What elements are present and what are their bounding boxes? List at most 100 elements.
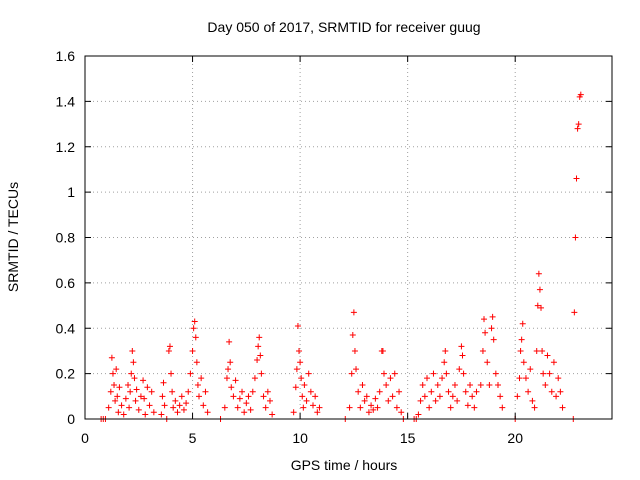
x-tick-label: 10 bbox=[292, 430, 308, 446]
data-point bbox=[133, 386, 140, 393]
data-point bbox=[391, 370, 398, 377]
data-point bbox=[533, 347, 540, 354]
data-point bbox=[494, 381, 501, 388]
data-point bbox=[365, 409, 372, 416]
data-point bbox=[349, 332, 356, 339]
data-point bbox=[258, 370, 265, 377]
x-axis-label: GPS time / hours bbox=[291, 457, 398, 473]
data-point bbox=[393, 404, 400, 411]
data-point bbox=[518, 336, 525, 343]
data-point bbox=[159, 393, 166, 400]
data-point bbox=[535, 270, 542, 277]
y-tick-label: 1.4 bbox=[56, 93, 76, 109]
data-point bbox=[130, 359, 137, 366]
data-point bbox=[158, 411, 165, 418]
data-point bbox=[140, 377, 147, 384]
data-point bbox=[529, 397, 536, 404]
data-point bbox=[221, 404, 228, 411]
data-point bbox=[135, 406, 142, 413]
data-point bbox=[293, 366, 300, 373]
data-point bbox=[462, 388, 469, 395]
data-point bbox=[113, 366, 120, 373]
data-point bbox=[251, 375, 258, 382]
data-point bbox=[451, 381, 458, 388]
data-point bbox=[300, 404, 307, 411]
data-point bbox=[170, 404, 177, 411]
data-point bbox=[137, 393, 144, 400]
data-point bbox=[514, 393, 521, 400]
data-point bbox=[269, 411, 276, 418]
data-point bbox=[522, 375, 529, 382]
data-point bbox=[428, 388, 435, 395]
data-point bbox=[421, 393, 428, 400]
data-point bbox=[572, 234, 579, 241]
data-point bbox=[477, 381, 484, 388]
data-point bbox=[196, 393, 203, 400]
data-point bbox=[372, 395, 379, 402]
data-point bbox=[387, 375, 394, 382]
data-point bbox=[396, 388, 403, 395]
data-point bbox=[557, 388, 564, 395]
data-point bbox=[310, 402, 317, 409]
y-tick-label: 0.8 bbox=[56, 230, 76, 246]
data-point bbox=[114, 393, 121, 400]
data-point bbox=[443, 370, 450, 377]
data-point bbox=[126, 404, 133, 411]
data-point bbox=[299, 393, 306, 400]
data-point bbox=[488, 325, 495, 332]
data-point bbox=[348, 370, 355, 377]
data-point bbox=[355, 388, 362, 395]
data-point bbox=[191, 318, 198, 325]
data-point bbox=[146, 402, 153, 409]
data-point bbox=[351, 347, 358, 354]
data-point bbox=[243, 400, 250, 407]
data-point bbox=[417, 397, 424, 404]
data-point bbox=[254, 357, 261, 364]
data-point bbox=[228, 384, 235, 391]
data-point bbox=[118, 402, 125, 409]
data-point bbox=[169, 388, 176, 395]
data-point bbox=[225, 366, 232, 373]
data-point bbox=[112, 397, 119, 404]
data-point bbox=[430, 370, 437, 377]
data-point bbox=[161, 402, 168, 409]
data-point bbox=[436, 393, 443, 400]
points-layer bbox=[98, 91, 584, 422]
data-point bbox=[389, 393, 396, 400]
data-point bbox=[226, 338, 233, 345]
data-point bbox=[385, 397, 392, 404]
data-point bbox=[379, 347, 386, 354]
data-point bbox=[227, 359, 234, 366]
data-point bbox=[370, 406, 377, 413]
data-point bbox=[148, 388, 155, 395]
data-point bbox=[456, 366, 463, 373]
data-point bbox=[519, 320, 526, 327]
data-point bbox=[160, 379, 167, 386]
data-point bbox=[353, 366, 360, 373]
data-point bbox=[499, 404, 506, 411]
data-point bbox=[194, 381, 201, 388]
data-point bbox=[292, 384, 299, 391]
data-point bbox=[108, 354, 115, 361]
data-point bbox=[144, 384, 151, 391]
data-point bbox=[172, 397, 179, 404]
data-point bbox=[550, 359, 557, 366]
data-point bbox=[516, 375, 523, 382]
y-tick-label: 1.6 bbox=[56, 48, 76, 64]
data-point bbox=[553, 393, 560, 400]
data-point bbox=[301, 381, 308, 388]
data-point bbox=[305, 370, 312, 377]
data-point bbox=[192, 334, 199, 341]
plot-frame bbox=[84, 55, 613, 420]
data-point bbox=[449, 393, 456, 400]
data-point bbox=[464, 402, 471, 409]
data-point bbox=[241, 409, 248, 416]
data-point bbox=[445, 388, 452, 395]
data-point bbox=[473, 388, 480, 395]
data-point bbox=[357, 404, 364, 411]
data-point bbox=[264, 388, 271, 395]
x-tick-label: 0 bbox=[81, 430, 89, 446]
data-point bbox=[122, 395, 129, 402]
data-point bbox=[116, 384, 123, 391]
data-point bbox=[424, 375, 431, 382]
